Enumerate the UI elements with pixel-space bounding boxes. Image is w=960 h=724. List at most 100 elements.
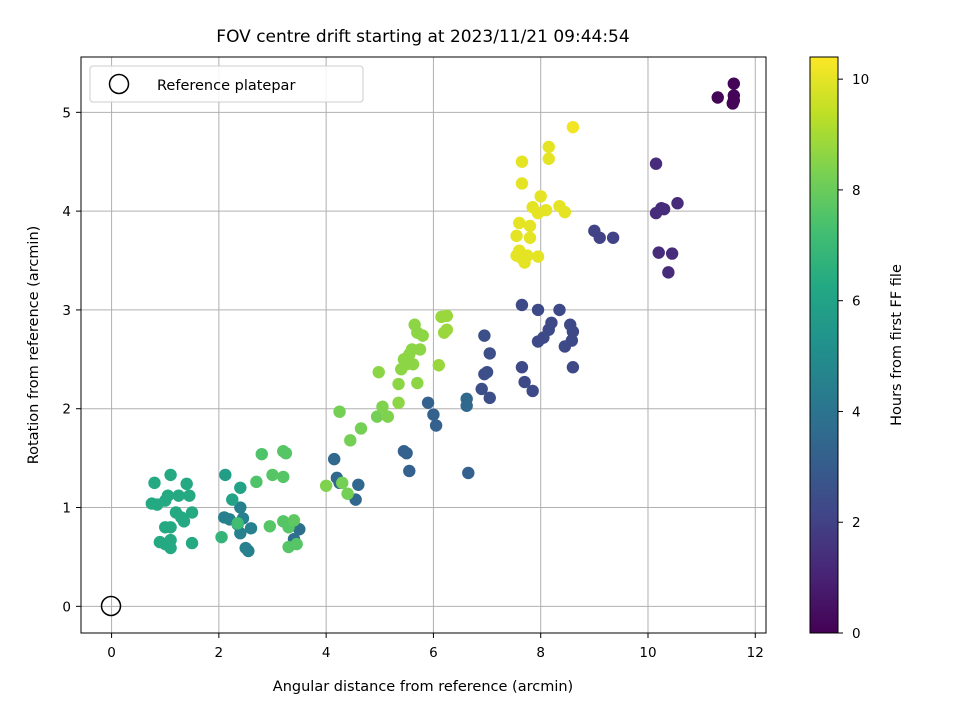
data-point <box>376 400 389 413</box>
data-point <box>400 446 413 460</box>
colorbar-label: Hours from first FF file <box>889 264 905 426</box>
data-point <box>542 152 555 165</box>
data-point <box>164 541 177 555</box>
reference-marker <box>100 595 122 617</box>
data-point <box>333 405 346 418</box>
x-tick-label: 10 <box>639 645 656 661</box>
data-point <box>513 216 526 230</box>
data-point <box>411 376 424 390</box>
data-point <box>336 476 349 490</box>
data-point <box>726 97 739 110</box>
x-axis: 0 2 4 6 8 10 12 <box>107 633 764 661</box>
data-point <box>566 361 580 374</box>
data-point <box>462 466 475 480</box>
colorbar: 0 2 4 6 8 10 Hours from first FF file <box>809 56 905 642</box>
data-point <box>539 203 553 217</box>
data-point <box>432 359 445 372</box>
y-tick-label: 0 <box>62 599 71 615</box>
data-point <box>226 493 239 506</box>
data-point <box>185 536 199 550</box>
y-tick-label: 1 <box>62 501 71 517</box>
data-point <box>593 231 606 245</box>
data-point <box>177 515 191 528</box>
data-point <box>266 468 279 482</box>
data-point <box>518 375 531 389</box>
data-point <box>279 446 293 460</box>
data-point <box>263 520 277 533</box>
data-points <box>145 77 741 558</box>
data-point <box>293 523 306 536</box>
data-point <box>515 177 529 190</box>
data-point <box>649 206 663 220</box>
data-point <box>164 521 177 534</box>
data-point <box>185 506 199 519</box>
y-axis-label: Rotation from reference (arcmin) <box>26 226 42 465</box>
data-point <box>354 422 368 435</box>
data-point <box>475 382 488 396</box>
data-point <box>665 247 679 260</box>
data-point <box>183 489 196 502</box>
data-point <box>483 347 496 360</box>
data-point <box>392 377 405 391</box>
data-point <box>344 434 357 447</box>
colorbar-ticks: 0 2 4 6 8 10 <box>838 72 869 642</box>
y-tick-label: 5 <box>62 105 71 121</box>
y-axis: 0 1 2 3 4 5 <box>62 105 81 615</box>
data-point <box>440 309 454 323</box>
data-point <box>478 329 491 342</box>
data-point <box>413 343 427 356</box>
data-point <box>164 468 177 482</box>
data-point <box>406 358 420 371</box>
data-point <box>606 231 620 245</box>
data-point <box>290 537 303 551</box>
x-tick-label: 4 <box>322 645 331 661</box>
data-point <box>392 396 405 409</box>
plot-area-frame <box>80 56 767 634</box>
data-point <box>652 246 665 259</box>
legend-label: Reference platepar <box>157 78 295 94</box>
data-point <box>531 303 545 317</box>
data-point <box>566 120 580 134</box>
y-tick-label: 3 <box>62 303 71 319</box>
data-point <box>427 408 440 421</box>
data-point <box>234 481 247 494</box>
data-point <box>341 487 354 500</box>
colorbar-tick-label: 6 <box>852 294 861 310</box>
data-point <box>416 329 429 342</box>
data-point <box>558 340 572 353</box>
x-tick-label: 2 <box>215 645 224 661</box>
data-point <box>403 464 416 478</box>
data-point <box>250 475 263 489</box>
data-point <box>671 197 684 210</box>
x-axis-label: Angular distance from reference (arcmin) <box>273 679 573 695</box>
x-tick-label: 6 <box>429 645 438 661</box>
data-point <box>255 447 268 461</box>
legend: Reference platepar <box>89 65 364 103</box>
data-point <box>327 452 341 466</box>
x-tick-label: 0 <box>107 645 116 661</box>
colorbar-tick-label: 0 <box>852 626 861 642</box>
data-point <box>429 419 443 432</box>
data-point <box>523 219 537 233</box>
data-point <box>244 522 258 535</box>
data-point <box>180 477 193 491</box>
data-point <box>478 367 491 381</box>
data-point <box>521 249 534 262</box>
data-point <box>510 229 523 243</box>
data-point <box>242 544 255 558</box>
chart-title: FOV centre drift starting at 2023/11/21 … <box>216 27 629 47</box>
data-point <box>234 501 247 514</box>
legend-marker <box>108 73 130 95</box>
data-point <box>460 399 473 412</box>
data-point <box>727 77 741 90</box>
data-point <box>352 478 365 492</box>
data-point <box>172 489 185 502</box>
data-point <box>515 361 529 374</box>
data-point <box>440 323 454 336</box>
data-point <box>277 470 290 484</box>
data-point <box>515 155 529 168</box>
data-point <box>231 517 244 530</box>
x-tick-label: 12 <box>747 645 764 661</box>
data-point <box>542 140 555 154</box>
